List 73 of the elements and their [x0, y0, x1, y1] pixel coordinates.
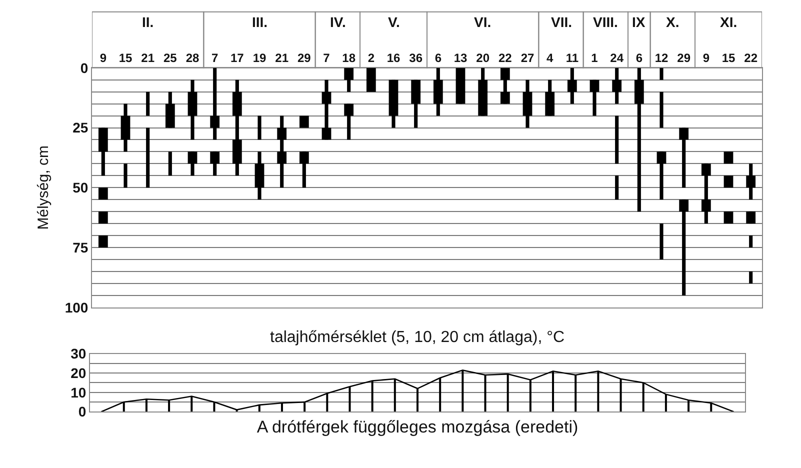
y-tick-label: 30 [70, 346, 86, 362]
x-tick-label: 20 [476, 51, 490, 66]
y-tick-label: 75 [72, 239, 88, 256]
x-tick-label: 12 [654, 51, 668, 66]
bar [660, 224, 664, 260]
text: VIII. [593, 14, 618, 30]
y-tick-label: 20 [70, 364, 86, 381]
bar [660, 92, 664, 128]
y-tick-label: 0 [80, 60, 88, 76]
text: X. [666, 14, 680, 30]
text: VI. [474, 14, 492, 30]
text: V. [388, 14, 400, 30]
x-tick-label: 36 [409, 51, 423, 66]
bar [749, 271, 753, 284]
y-tick-label: 0 [78, 404, 86, 420]
bar [299, 116, 309, 128]
bar [98, 236, 108, 248]
text: IV. [330, 14, 346, 30]
y-tick-label: 50 [72, 180, 88, 196]
bar [724, 152, 734, 164]
x-tick-label: 16 [386, 51, 400, 66]
x-axis-title: A drótférgek függőleges mozgása (eredeti) [256, 418, 578, 437]
x-tick-label: 9 [702, 51, 710, 66]
line-series [100, 370, 734, 412]
x-tick-label: 9 [100, 51, 107, 66]
y-tick-label: 25 [72, 120, 88, 136]
text: IX [632, 14, 646, 30]
y-tick-label: 10 [70, 384, 86, 400]
text: II. [142, 14, 154, 30]
x-tick-label: 21 [141, 51, 155, 66]
x-tick-label: 7 [323, 51, 330, 66]
bar [724, 176, 734, 188]
x-tick-label: 18 [342, 51, 356, 66]
x-tick-label: 7 [211, 51, 218, 66]
x-tick-label: 19 [252, 51, 266, 66]
bar [98, 212, 108, 224]
chart-title: talajhőmérséklet (5, 10, 20 cm átlaga), °C [270, 329, 565, 346]
x-tick-label: 28 [186, 51, 200, 66]
bar [146, 92, 150, 116]
bar [615, 116, 619, 164]
text: VII. [551, 14, 572, 30]
bar [660, 68, 664, 80]
y-axis-title: Mélység, cm [35, 146, 52, 230]
bar [615, 176, 619, 200]
x-tick-label: 24 [610, 51, 624, 66]
x-tick-label: 29 [677, 51, 691, 66]
y-tick-label: 100 [64, 299, 88, 316]
x-tick-label: 4 [546, 51, 554, 66]
x-tick-label: 6 [636, 51, 643, 66]
x-tick-label: 17 [230, 51, 244, 66]
bar [168, 152, 172, 176]
bar [724, 212, 734, 224]
x-tick-label: 13 [454, 51, 468, 66]
text: III. [252, 14, 268, 30]
bar [146, 128, 150, 188]
bar [258, 116, 262, 140]
bar [749, 236, 753, 248]
x-tick-label: 29 [297, 51, 312, 66]
x-tick-label: 2 [368, 51, 375, 66]
x-tick-label: 15 [722, 51, 736, 66]
text: XI. [720, 14, 738, 30]
x-tick-label: 22 [744, 51, 758, 66]
x-tick-label: 1 [591, 51, 598, 66]
x-tick-label: 21 [275, 51, 289, 66]
bar [124, 164, 128, 188]
bar [366, 68, 376, 92]
x-tick-label: 22 [498, 51, 512, 66]
x-tick-label: 25 [163, 51, 178, 66]
x-tick-label: 27 [520, 51, 534, 66]
x-tick-label: 6 [434, 51, 442, 66]
x-tick-label: 15 [118, 51, 132, 66]
bar [98, 188, 108, 200]
x-tick-label: 11 [566, 51, 579, 66]
